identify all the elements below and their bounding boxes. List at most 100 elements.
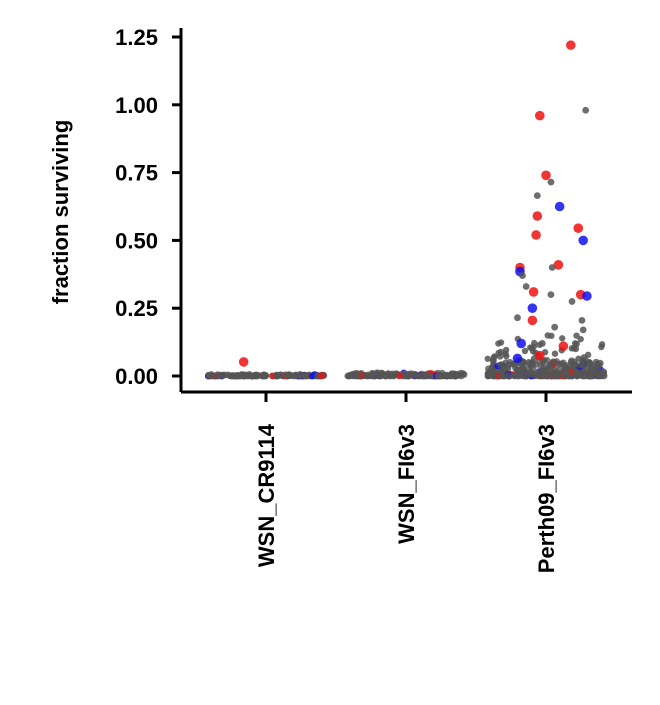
data-point bbox=[559, 335, 566, 342]
data-point bbox=[434, 372, 442, 380]
data-point bbox=[484, 372, 492, 380]
data-point bbox=[502, 346, 510, 354]
data-point bbox=[296, 372, 304, 380]
data-point-grey bbox=[547, 178, 555, 186]
data-point-red bbox=[566, 40, 576, 50]
data-point-grey bbox=[551, 323, 559, 331]
data-point-grey bbox=[547, 291, 555, 299]
y-tick-label: 0.25 bbox=[115, 296, 158, 321]
data-point bbox=[577, 361, 584, 369]
data-point bbox=[510, 372, 518, 380]
data-point-grey bbox=[522, 283, 530, 290]
data-point-red bbox=[558, 341, 569, 351]
x-tick-label: Perth09_FI6v3 bbox=[534, 424, 559, 573]
data-point bbox=[571, 340, 579, 347]
x-ticks-layer: WSN_CR9114 WSN_FI6v3 Perth09_FI6v3 bbox=[254, 392, 559, 573]
data-point bbox=[497, 372, 505, 380]
data-point bbox=[495, 340, 502, 347]
data-point bbox=[547, 372, 555, 380]
points-layer bbox=[204, 40, 608, 380]
x-tick-label: WSN_FI6v3 bbox=[394, 424, 419, 544]
data-point bbox=[388, 370, 396, 378]
data-point-grey bbox=[533, 192, 541, 200]
data-point-blue bbox=[516, 338, 526, 349]
data-point bbox=[452, 372, 460, 380]
data-point bbox=[212, 372, 220, 380]
data-point bbox=[318, 372, 325, 380]
y-tick-label: 0.50 bbox=[115, 228, 158, 253]
data-point bbox=[505, 361, 512, 369]
data-point bbox=[544, 332, 551, 339]
data-point-grey bbox=[582, 106, 590, 114]
data-point bbox=[573, 332, 580, 339]
data-point bbox=[497, 361, 504, 368]
data-point-blue bbox=[554, 201, 565, 212]
data-point bbox=[594, 360, 601, 368]
data-point bbox=[274, 372, 282, 380]
data-point bbox=[540, 367, 548, 375]
data-point bbox=[490, 358, 497, 365]
data-point bbox=[355, 372, 362, 380]
data-point-grey bbox=[568, 298, 576, 305]
data-point-grey bbox=[548, 264, 556, 271]
data-point-grey bbox=[538, 340, 546, 347]
data-point bbox=[584, 351, 592, 359]
x-tick-label: WSN_CR9114 bbox=[254, 423, 279, 567]
data-point bbox=[555, 360, 562, 368]
data-point bbox=[228, 372, 236, 380]
data-point bbox=[302, 372, 310, 380]
data-point bbox=[530, 339, 538, 347]
data-point bbox=[457, 372, 465, 380]
data-point-grey bbox=[514, 314, 521, 322]
y-tick-label: 0.75 bbox=[115, 161, 158, 186]
data-point-red bbox=[535, 350, 545, 361]
data-point bbox=[220, 371, 228, 379]
data-point bbox=[523, 372, 530, 379]
data-point bbox=[575, 355, 582, 362]
y-tick-label: 1.00 bbox=[115, 93, 158, 118]
data-point-blue bbox=[582, 291, 592, 301]
data-point bbox=[551, 350, 559, 357]
data-point-red bbox=[535, 110, 545, 121]
data-point bbox=[489, 372, 497, 380]
data-point bbox=[503, 352, 510, 360]
data-point-blue bbox=[578, 235, 588, 246]
y-ticks-layer: 0.00 0.25 0.50 0.75 1.00 1.25 bbox=[115, 25, 181, 389]
data-point bbox=[586, 361, 593, 369]
data-point-red bbox=[238, 357, 249, 367]
data-point bbox=[491, 353, 498, 360]
data-point-red bbox=[532, 211, 543, 221]
data-point bbox=[484, 355, 491, 362]
data-point bbox=[564, 370, 572, 377]
y-axis-label: fraction surviving bbox=[48, 120, 73, 305]
data-point bbox=[259, 371, 267, 379]
data-point-red bbox=[531, 230, 541, 240]
data-point-grey bbox=[578, 317, 586, 324]
data-point bbox=[598, 372, 606, 380]
data-point bbox=[553, 372, 561, 380]
data-point-red bbox=[553, 260, 564, 270]
data-point bbox=[367, 372, 375, 380]
data-point bbox=[444, 372, 451, 380]
data-point bbox=[247, 372, 255, 380]
data-point bbox=[407, 370, 415, 378]
data-point bbox=[504, 372, 511, 380]
data-point bbox=[570, 361, 577, 369]
data-point bbox=[546, 361, 553, 369]
data-point-red bbox=[573, 223, 584, 233]
data-point bbox=[381, 372, 389, 380]
data-point-blue bbox=[527, 303, 538, 314]
data-point-grey bbox=[519, 272, 526, 280]
data-point bbox=[290, 372, 298, 380]
data-point bbox=[495, 349, 502, 357]
data-point bbox=[598, 343, 605, 351]
data-point-grey bbox=[572, 345, 580, 353]
data-point bbox=[241, 371, 249, 379]
y-tick-label: 0.00 bbox=[115, 364, 158, 389]
data-point bbox=[589, 372, 597, 380]
data-point-red bbox=[527, 315, 538, 326]
data-point bbox=[525, 359, 532, 366]
data-point bbox=[573, 371, 581, 379]
data-point-grey bbox=[579, 326, 587, 334]
